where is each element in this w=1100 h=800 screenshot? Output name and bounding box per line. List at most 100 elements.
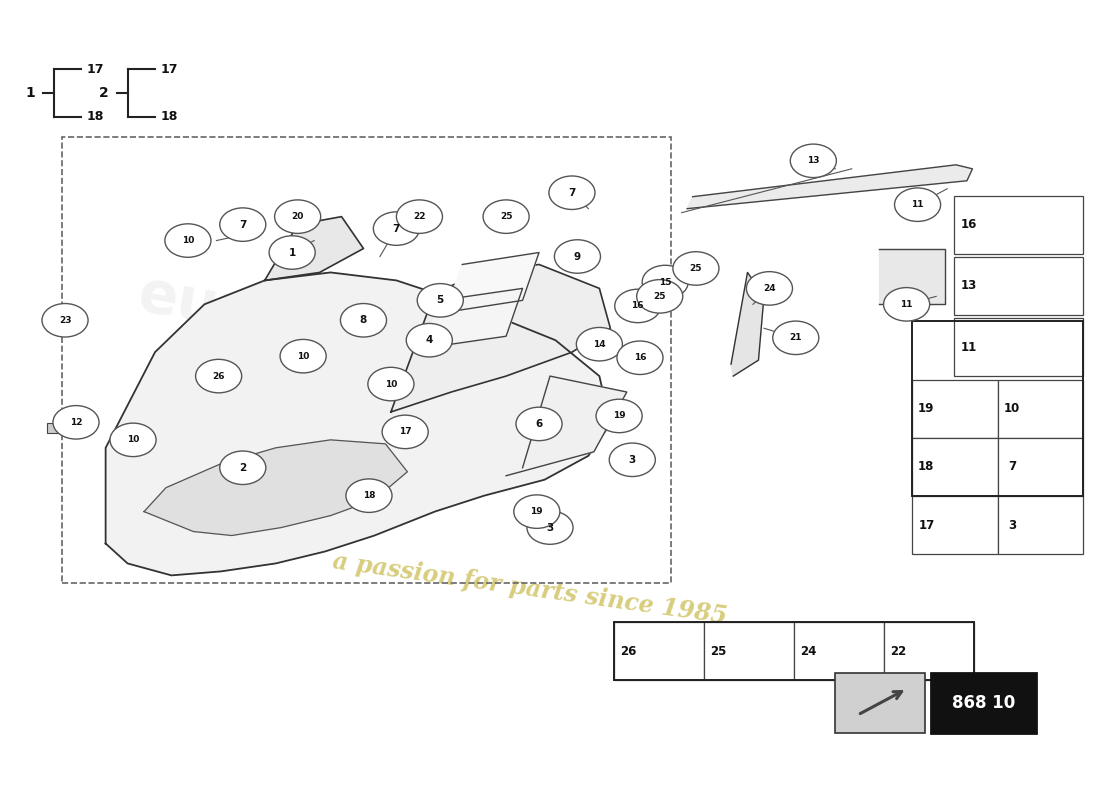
Text: 17: 17 [399,427,411,436]
Text: 5: 5 [437,295,444,306]
Bar [912,496,998,554]
Bar [912,438,998,496]
Circle shape [527,511,573,544]
Text: 26: 26 [212,371,224,381]
Text: 17: 17 [87,62,104,76]
Text: 11: 11 [911,200,924,209]
Circle shape [417,284,463,317]
Text: 10: 10 [126,435,140,444]
Text: 26: 26 [619,645,636,658]
Text: 18: 18 [363,491,375,500]
Text: 22: 22 [414,212,426,221]
Text: 8: 8 [360,315,367,326]
Text: 1: 1 [288,247,296,258]
Circle shape [165,224,211,258]
Bar [835,673,925,733]
Text: 7: 7 [569,188,575,198]
Bar [912,322,1084,496]
Polygon shape [600,334,616,354]
Circle shape [554,240,601,274]
Bar [704,622,793,680]
Circle shape [196,359,242,393]
Circle shape [382,415,428,449]
Text: 17: 17 [161,62,178,76]
Bar [998,438,1084,496]
Polygon shape [506,376,627,476]
Text: 11: 11 [961,341,977,354]
Bar [793,622,883,680]
Circle shape [42,303,88,337]
Text: 18: 18 [161,110,178,123]
Polygon shape [424,288,522,348]
Text: 24: 24 [763,284,776,293]
Circle shape [220,208,266,242]
Circle shape [220,451,266,485]
Polygon shape [688,165,972,209]
Bar [932,673,1035,733]
Text: 24: 24 [800,645,816,658]
Text: 19: 19 [613,411,626,421]
Text: 17: 17 [918,518,935,532]
Text: 9: 9 [574,251,581,262]
Circle shape [576,327,623,361]
Circle shape [345,479,392,513]
Circle shape [747,272,792,305]
Text: 22: 22 [890,645,906,658]
Circle shape [673,252,719,285]
Text: 3: 3 [547,522,553,533]
Circle shape [406,323,452,357]
Circle shape [516,407,562,441]
Text: 6: 6 [536,419,542,429]
Bar [998,380,1084,438]
Text: 19: 19 [530,507,543,516]
Circle shape [514,495,560,528]
Polygon shape [106,273,611,575]
Circle shape [609,443,656,477]
Text: 16: 16 [961,218,977,231]
Polygon shape [732,273,764,376]
Circle shape [373,212,419,246]
Circle shape [53,406,99,439]
Text: 21: 21 [790,334,802,342]
Bar [912,380,998,438]
Circle shape [772,321,818,354]
Polygon shape [390,265,611,412]
Circle shape [280,339,327,373]
Text: 13: 13 [961,279,977,293]
Text: 2: 2 [99,86,108,100]
Text: 23: 23 [58,316,72,325]
Text: 20: 20 [292,212,304,221]
Text: 2: 2 [239,462,246,473]
Text: 10: 10 [297,352,309,361]
Circle shape [396,200,442,234]
Circle shape [340,303,386,337]
Bar [47,318,69,330]
Text: 3: 3 [629,454,636,465]
Polygon shape [265,217,363,281]
Text: 868 10: 868 10 [952,694,1015,712]
Circle shape [110,423,156,457]
Polygon shape [292,213,300,229]
Text: 10: 10 [1004,402,1020,415]
Circle shape [883,287,930,321]
Bar [998,496,1084,554]
Text: 12: 12 [69,418,82,427]
Bar [954,195,1084,254]
Polygon shape [144,440,407,535]
Circle shape [549,176,595,210]
Text: eurocarparts: eurocarparts [133,266,562,396]
Text: 7: 7 [1008,461,1016,474]
Circle shape [596,399,642,433]
Text: 25: 25 [690,264,702,273]
Text: 16: 16 [634,354,646,362]
Circle shape [617,341,663,374]
Bar [954,257,1084,315]
Text: 10: 10 [385,379,397,389]
Bar [47,423,67,434]
Polygon shape [446,253,539,312]
Text: 11: 11 [900,300,913,309]
Bar [614,622,974,680]
Text: 3: 3 [1008,518,1016,532]
Circle shape [642,266,689,298]
Circle shape [637,280,683,313]
